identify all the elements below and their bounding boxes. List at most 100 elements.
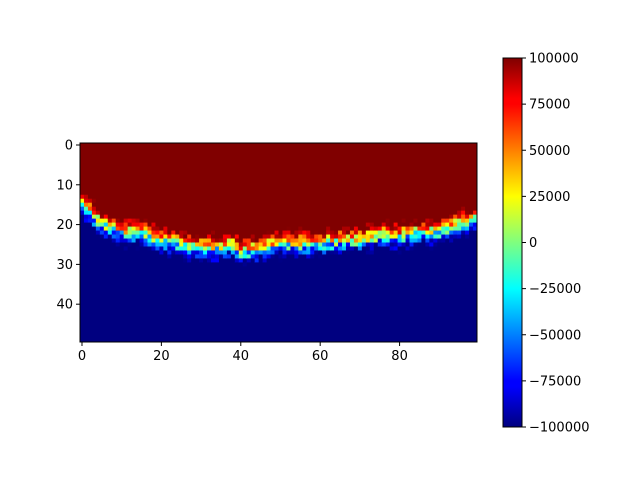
heatmap-cell [163, 166, 168, 172]
heatmap-cell [211, 186, 216, 192]
heatmap-cell [167, 290, 172, 295]
heatmap-cell [338, 170, 343, 176]
heatmap-cell [473, 198, 477, 204]
heatmap-cell [95, 162, 101, 168]
heatmap-cell [342, 310, 347, 315]
heatmap-cell [199, 254, 204, 260]
heatmap-cell [127, 194, 133, 200]
heatmap-cell [83, 286, 89, 291]
heatmap-cell [175, 143, 180, 148]
heatmap-cell [211, 302, 216, 307]
heatmap-cell [155, 278, 160, 283]
heatmap-cell [123, 182, 129, 188]
heatmap-cell [353, 166, 359, 172]
heatmap-cell [135, 330, 141, 335]
heatmap-cell [115, 302, 121, 307]
heatmap-cell [103, 302, 109, 307]
heatmap-cell [199, 170, 204, 176]
heatmap-cell [179, 170, 184, 176]
heatmap-cell [87, 262, 93, 267]
heatmap-cell [119, 298, 125, 303]
heatmap-cell [131, 302, 137, 307]
heatmap-cell [421, 326, 426, 331]
heatmap-cell [389, 330, 395, 335]
heatmap-cell [151, 194, 157, 200]
heatmap-cell [250, 166, 256, 172]
heatmap-cell [322, 226, 327, 232]
heatmap-cell [234, 143, 240, 148]
heatmap-cell [191, 146, 196, 152]
heatmap-cell [409, 202, 415, 208]
heatmap-cell [322, 338, 327, 342]
heatmap-cell [123, 178, 129, 184]
heatmap-cell [282, 274, 288, 279]
heatmap-cell [465, 258, 470, 263]
heatmap-cell [151, 326, 157, 331]
heatmap-cell [417, 314, 423, 319]
heatmap-cell [119, 178, 125, 184]
heatmap-cell [127, 246, 133, 252]
heatmap-cell [294, 262, 299, 267]
heatmap-cell [401, 178, 407, 184]
heatmap-cell [377, 278, 383, 283]
heatmap-cell [258, 190, 264, 196]
heatmap-cell [282, 214, 288, 220]
heatmap-cell [171, 266, 176, 271]
heatmap-cell [306, 206, 311, 212]
heatmap-cell [413, 166, 419, 172]
heatmap-cell [123, 234, 129, 240]
heatmap-cell [457, 198, 462, 204]
heatmap-cell [107, 282, 113, 287]
heatmap-cell [111, 338, 117, 342]
heatmap-cell [151, 178, 157, 184]
heatmap-cell [266, 334, 272, 339]
heatmap-cell [326, 242, 331, 248]
heatmap-cell [449, 143, 454, 148]
heatmap-cell [187, 226, 192, 232]
heatmap-cell [433, 278, 438, 283]
heatmap-cell [163, 222, 168, 228]
heatmap-cell [266, 162, 272, 168]
heatmap-cell [429, 190, 434, 196]
heatmap-cell [147, 306, 153, 311]
heatmap-cell [207, 190, 212, 196]
heatmap-cell [147, 226, 153, 232]
heatmap-cell [425, 190, 430, 196]
heatmap-cell [111, 178, 117, 184]
heatmap-cell [147, 254, 153, 260]
heatmap-cell [274, 322, 280, 327]
heatmap-cell [349, 262, 355, 267]
heatmap-cell [191, 226, 196, 232]
heatmap-cell [302, 282, 307, 287]
heatmap-cell [143, 226, 149, 232]
heatmap-cell [167, 226, 172, 232]
heatmap-cell [389, 266, 395, 271]
heatmap-cell [226, 286, 232, 291]
heatmap-cell [274, 186, 280, 192]
heatmap-cell [159, 278, 164, 283]
heatmap-cell [258, 150, 264, 156]
heatmap-cell [87, 166, 93, 172]
heatmap-cell [147, 218, 153, 224]
heatmap-cell [143, 310, 149, 315]
heatmap-cell [469, 158, 474, 164]
heatmap-cell [433, 286, 438, 291]
heatmap-cell [155, 198, 160, 204]
heatmap-cell [334, 166, 339, 172]
heatmap-cell [222, 206, 228, 212]
heatmap-cell [266, 302, 272, 307]
heatmap-cell [361, 182, 367, 188]
heatmap-cell [115, 306, 121, 311]
heatmap-cell [445, 326, 450, 331]
heatmap-cell [437, 266, 442, 271]
heatmap-cell [445, 230, 450, 236]
heatmap-cell [429, 214, 434, 220]
heatmap-cell [413, 170, 419, 176]
heatmap-cell [234, 298, 240, 303]
heatmap-cell [437, 186, 442, 192]
heatmap-cell [222, 150, 228, 156]
heatmap-cell [445, 262, 450, 267]
heatmap-cell [397, 222, 403, 228]
heatmap-cell [183, 334, 188, 339]
heatmap-cell [131, 294, 137, 299]
